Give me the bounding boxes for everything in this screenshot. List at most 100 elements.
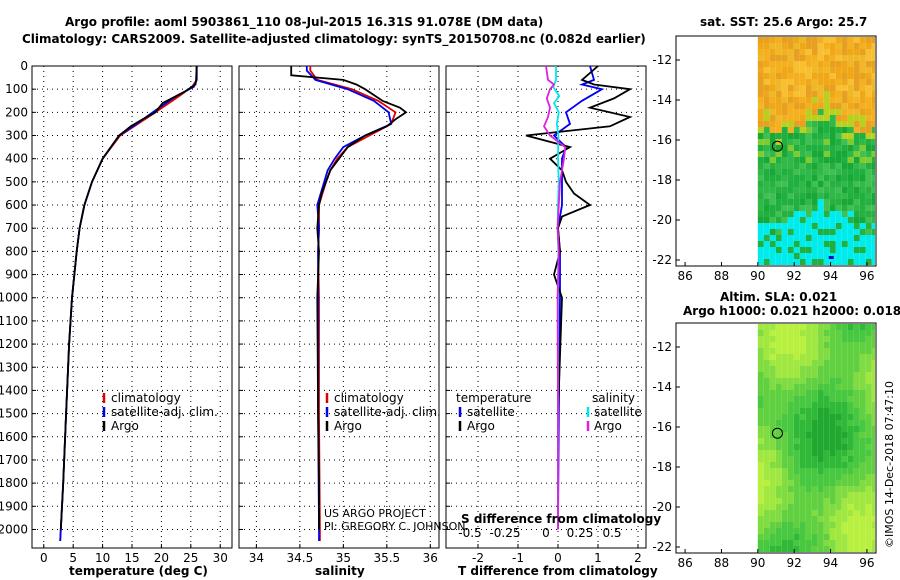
map-cell (829, 396, 836, 402)
map-cell (775, 468, 782, 474)
map-cell (805, 37, 812, 43)
map-cell (787, 97, 794, 103)
map-cell (769, 384, 776, 390)
map-cell (799, 396, 806, 402)
map-cell (871, 522, 875, 528)
map-cell (811, 211, 818, 217)
map-cell (757, 510, 764, 516)
map-cell (775, 462, 782, 468)
salinity-panel: 34 34.5 35 35.5 36climatologysatellite-adj. … (238, 65, 441, 565)
map-cell (781, 103, 788, 109)
map-cell (805, 342, 812, 348)
map-cell (859, 540, 866, 546)
map-cell (781, 348, 788, 354)
map-cell (805, 360, 812, 366)
map-cell (865, 384, 872, 390)
map-cell (829, 163, 836, 169)
map-cell (823, 426, 830, 432)
map-cell (865, 432, 872, 438)
map-cell (853, 43, 860, 49)
map-cell (871, 151, 875, 157)
map-cell (787, 211, 794, 217)
map-cell (793, 223, 800, 229)
map-cell (781, 223, 788, 229)
map-cell (799, 73, 806, 79)
map-cell (769, 426, 776, 432)
map-cell (871, 133, 875, 139)
depth-tick-label: 2000 (0, 522, 28, 536)
map-cell (781, 540, 788, 546)
map-cell (763, 420, 770, 426)
map-cell (769, 73, 776, 79)
map-cell (775, 211, 782, 217)
map-cell (817, 546, 824, 552)
map-cell (817, 342, 824, 348)
map-cell (817, 145, 824, 151)
map-cell (829, 456, 836, 462)
map-cell (835, 115, 842, 121)
map-cell (757, 330, 764, 336)
legend-title-salinity: salinity (592, 391, 635, 405)
map-cell (787, 372, 794, 378)
map-cell (865, 253, 872, 259)
map-cell (781, 546, 788, 552)
map-cell (793, 49, 800, 55)
x-tick-label: 20 (154, 551, 169, 565)
map-cell (847, 540, 854, 546)
map-cell (865, 534, 872, 540)
map-cell (817, 79, 824, 85)
map-cell (835, 546, 842, 552)
map-cell (841, 169, 848, 175)
map-cell (859, 55, 866, 61)
map-cell (811, 468, 818, 474)
map-cell (865, 181, 872, 187)
map-cell (865, 163, 872, 169)
map-cell (769, 528, 776, 534)
map-cell (787, 223, 794, 229)
map-cell (757, 163, 764, 169)
map-cell (781, 151, 788, 157)
map-cell (757, 414, 764, 420)
map-cell (775, 229, 782, 235)
map-cell (775, 498, 782, 504)
map-cell (835, 229, 842, 235)
map-cell (811, 372, 818, 378)
map-cell (757, 528, 764, 534)
map-cell (805, 199, 812, 205)
map-cell (805, 97, 812, 103)
map-cell (793, 43, 800, 49)
map-cell (781, 342, 788, 348)
map-cell (871, 145, 875, 151)
map-cell (781, 157, 788, 163)
map-cell (847, 516, 854, 522)
map-cell (829, 181, 836, 187)
map-cell (853, 462, 860, 468)
map-cell (787, 546, 794, 552)
map-cell (757, 492, 764, 498)
map-cell (859, 462, 866, 468)
map-cell (763, 510, 770, 516)
map-cell (823, 43, 830, 49)
map-cell (799, 43, 806, 49)
map-cell (865, 241, 872, 247)
map-cell (811, 97, 818, 103)
map-cell (805, 444, 812, 450)
map-cell (793, 199, 800, 205)
map-cell (817, 211, 824, 217)
map-cell (775, 127, 782, 133)
map-cell (799, 432, 806, 438)
map-cell (775, 420, 782, 426)
map-cell (859, 474, 866, 480)
map-cell (865, 420, 872, 426)
map-cell (793, 360, 800, 366)
map-cell (859, 79, 866, 85)
map-cell (847, 336, 854, 342)
map-cell (847, 402, 854, 408)
top-tick-label: 0.25 (567, 526, 594, 540)
map-cell (757, 97, 764, 103)
map-cell (793, 85, 800, 91)
map-cell (847, 480, 854, 486)
map-cell (769, 133, 776, 139)
map-cell (859, 486, 866, 492)
map-cell (871, 175, 875, 181)
